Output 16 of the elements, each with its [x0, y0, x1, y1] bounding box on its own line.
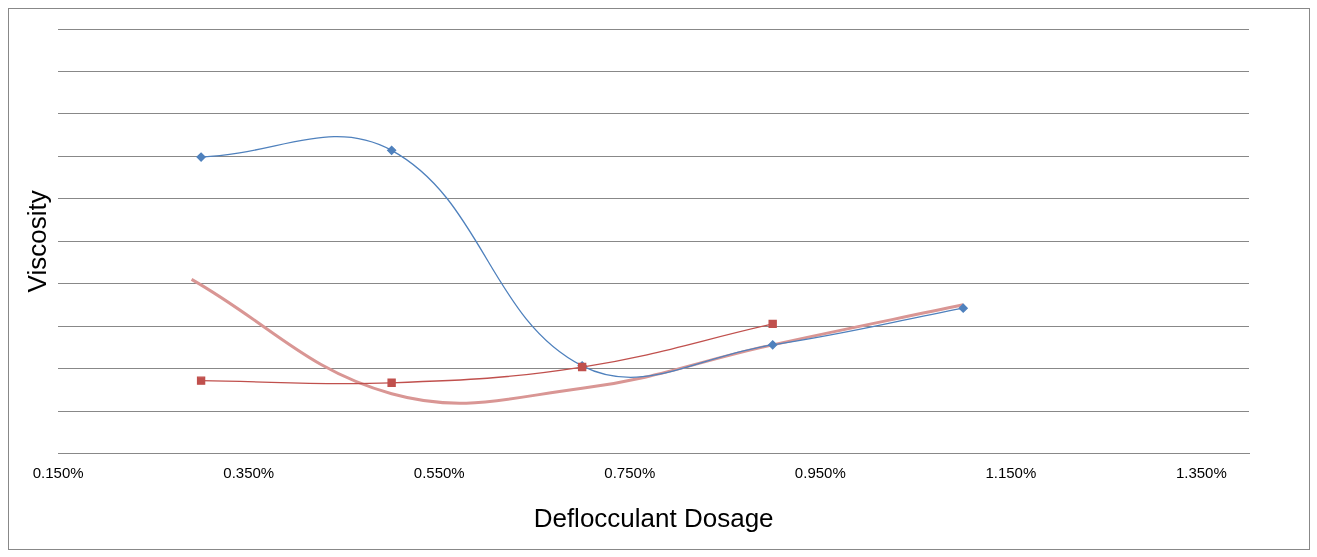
point: [196, 376, 206, 385]
x-tick-label: 1.350%: [1175, 463, 1227, 481]
x-tick-label: 0.950%: [794, 463, 846, 481]
x-axis-title: Deflocculant Dosage: [533, 502, 774, 533]
x-tick-label: 0.150%: [32, 463, 84, 481]
x-tick-label: 1.150%: [985, 463, 1037, 481]
point: [958, 303, 968, 313]
point: [387, 378, 396, 387]
point: [768, 319, 777, 329]
x-tick-label: 0.750%: [604, 463, 656, 481]
point: [386, 145, 397, 156]
x-tick-label: 0.550%: [413, 463, 465, 481]
point: [196, 152, 206, 162]
point: [768, 340, 778, 350]
y-axis-title: Viscosity: [21, 190, 52, 293]
x-tick-label: 0.350%: [223, 463, 275, 481]
